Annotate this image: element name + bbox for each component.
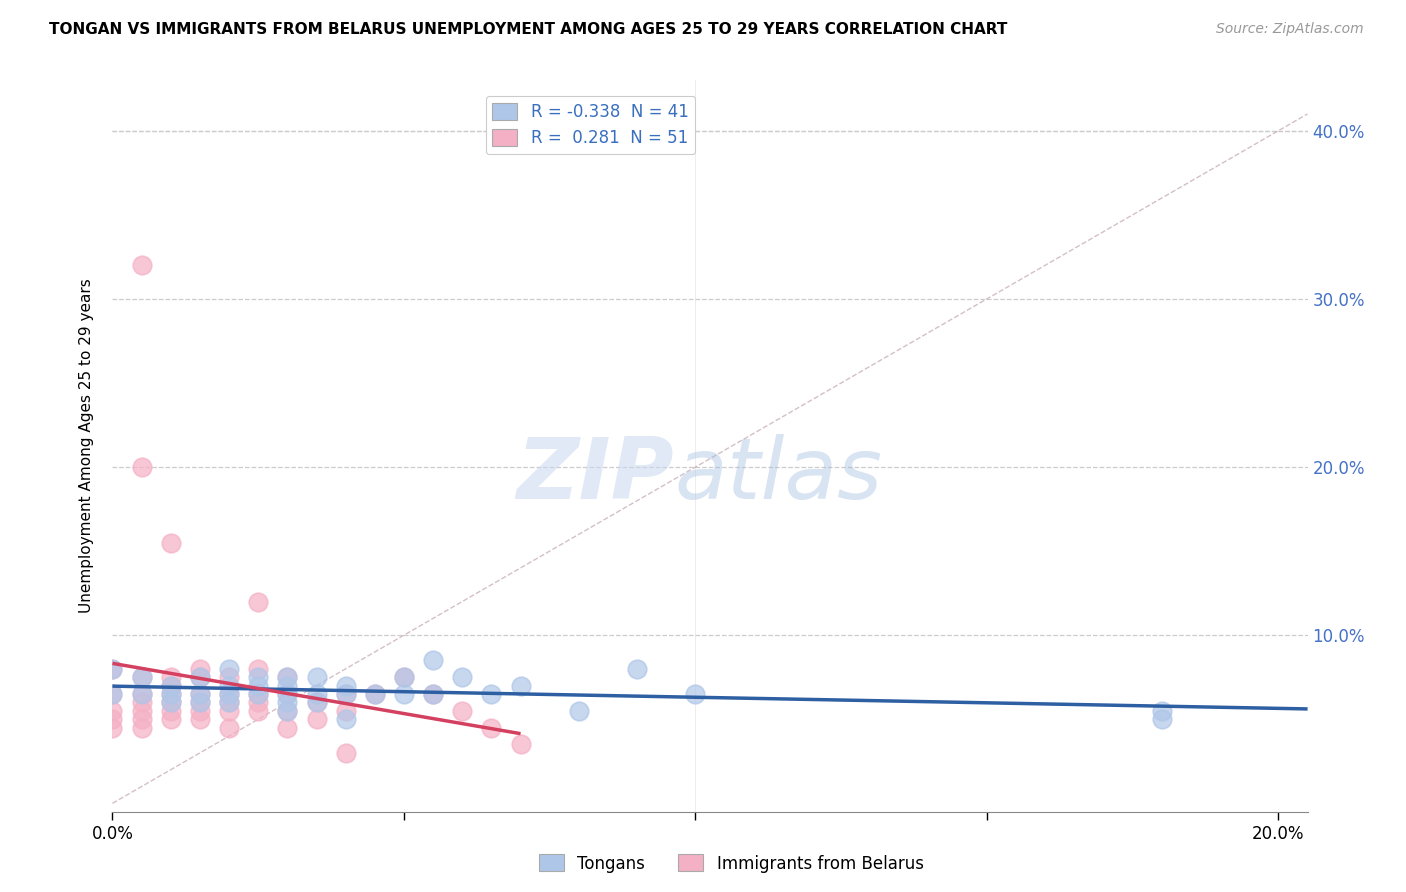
Point <box>159 687 181 701</box>
Point <box>626 662 648 676</box>
Point <box>305 712 328 726</box>
Point <box>1150 704 1173 718</box>
Point <box>1150 712 1173 726</box>
Point <box>276 679 298 693</box>
Point <box>247 662 270 676</box>
Point <box>131 695 153 709</box>
Point <box>101 687 124 701</box>
Point <box>101 662 124 676</box>
Point <box>159 687 181 701</box>
Point <box>159 695 181 709</box>
Point <box>276 670 298 684</box>
Point <box>188 670 211 684</box>
Point <box>276 721 298 735</box>
Point <box>422 653 444 667</box>
Point <box>218 662 240 676</box>
Point <box>131 670 153 684</box>
Point <box>364 687 387 701</box>
Point <box>364 687 387 701</box>
Point <box>188 687 211 701</box>
Text: ZIP: ZIP <box>516 434 675 516</box>
Point <box>276 687 298 701</box>
Point <box>218 670 240 684</box>
Text: Source: ZipAtlas.com: Source: ZipAtlas.com <box>1216 22 1364 37</box>
Point <box>218 687 240 701</box>
Point <box>335 679 357 693</box>
Point <box>305 687 328 701</box>
Point <box>131 704 153 718</box>
Point <box>159 695 181 709</box>
Point <box>305 695 328 709</box>
Point <box>305 670 328 684</box>
Point <box>131 258 153 272</box>
Point <box>101 704 124 718</box>
Point <box>335 712 357 726</box>
Point <box>247 687 270 701</box>
Point <box>481 687 503 701</box>
Point <box>247 670 270 684</box>
Point <box>188 695 211 709</box>
Point <box>335 746 357 760</box>
Point <box>685 687 707 701</box>
Point <box>247 594 270 608</box>
Point <box>335 687 357 701</box>
Legend: Tongans, Immigrants from Belarus: Tongans, Immigrants from Belarus <box>531 847 931 880</box>
Point <box>451 670 474 684</box>
Point <box>568 704 591 718</box>
Point <box>247 679 270 693</box>
Point <box>188 662 211 676</box>
Point <box>131 670 153 684</box>
Point <box>218 687 240 701</box>
Point <box>305 695 328 709</box>
Text: TONGAN VS IMMIGRANTS FROM BELARUS UNEMPLOYMENT AMONG AGES 25 TO 29 YEARS CORRELA: TONGAN VS IMMIGRANTS FROM BELARUS UNEMPL… <box>49 22 1008 37</box>
Point <box>218 695 240 709</box>
Point <box>392 687 415 701</box>
Point <box>481 721 503 735</box>
Point <box>188 687 211 701</box>
Point <box>188 712 211 726</box>
Point <box>247 695 270 709</box>
Point <box>392 670 415 684</box>
Point <box>276 670 298 684</box>
Point <box>131 460 153 475</box>
Point <box>159 679 181 693</box>
Point <box>131 687 153 701</box>
Point <box>159 535 181 549</box>
Point <box>335 687 357 701</box>
Point <box>276 695 298 709</box>
Point <box>131 721 153 735</box>
Point <box>509 738 531 752</box>
Point <box>218 679 240 693</box>
Point <box>247 687 270 701</box>
Point <box>131 712 153 726</box>
Point <box>276 704 298 718</box>
Point <box>159 679 181 693</box>
Point <box>218 721 240 735</box>
Point <box>131 687 153 701</box>
Point <box>218 704 240 718</box>
Point <box>101 721 124 735</box>
Y-axis label: Unemployment Among Ages 25 to 29 years: Unemployment Among Ages 25 to 29 years <box>79 278 94 614</box>
Point <box>276 704 298 718</box>
Point <box>188 670 211 684</box>
Point <box>422 687 444 701</box>
Point <box>159 704 181 718</box>
Point <box>276 687 298 701</box>
Point <box>422 687 444 701</box>
Point <box>451 704 474 718</box>
Point <box>159 712 181 726</box>
Point <box>159 670 181 684</box>
Point <box>101 662 124 676</box>
Point <box>188 695 211 709</box>
Point <box>188 704 211 718</box>
Point <box>247 704 270 718</box>
Text: atlas: atlas <box>675 434 882 516</box>
Point <box>101 687 124 701</box>
Legend: R = -0.338  N = 41, R =  0.281  N = 51: R = -0.338 N = 41, R = 0.281 N = 51 <box>485 96 696 154</box>
Point <box>335 704 357 718</box>
Point <box>392 670 415 684</box>
Point <box>101 712 124 726</box>
Point <box>509 679 531 693</box>
Point <box>218 695 240 709</box>
